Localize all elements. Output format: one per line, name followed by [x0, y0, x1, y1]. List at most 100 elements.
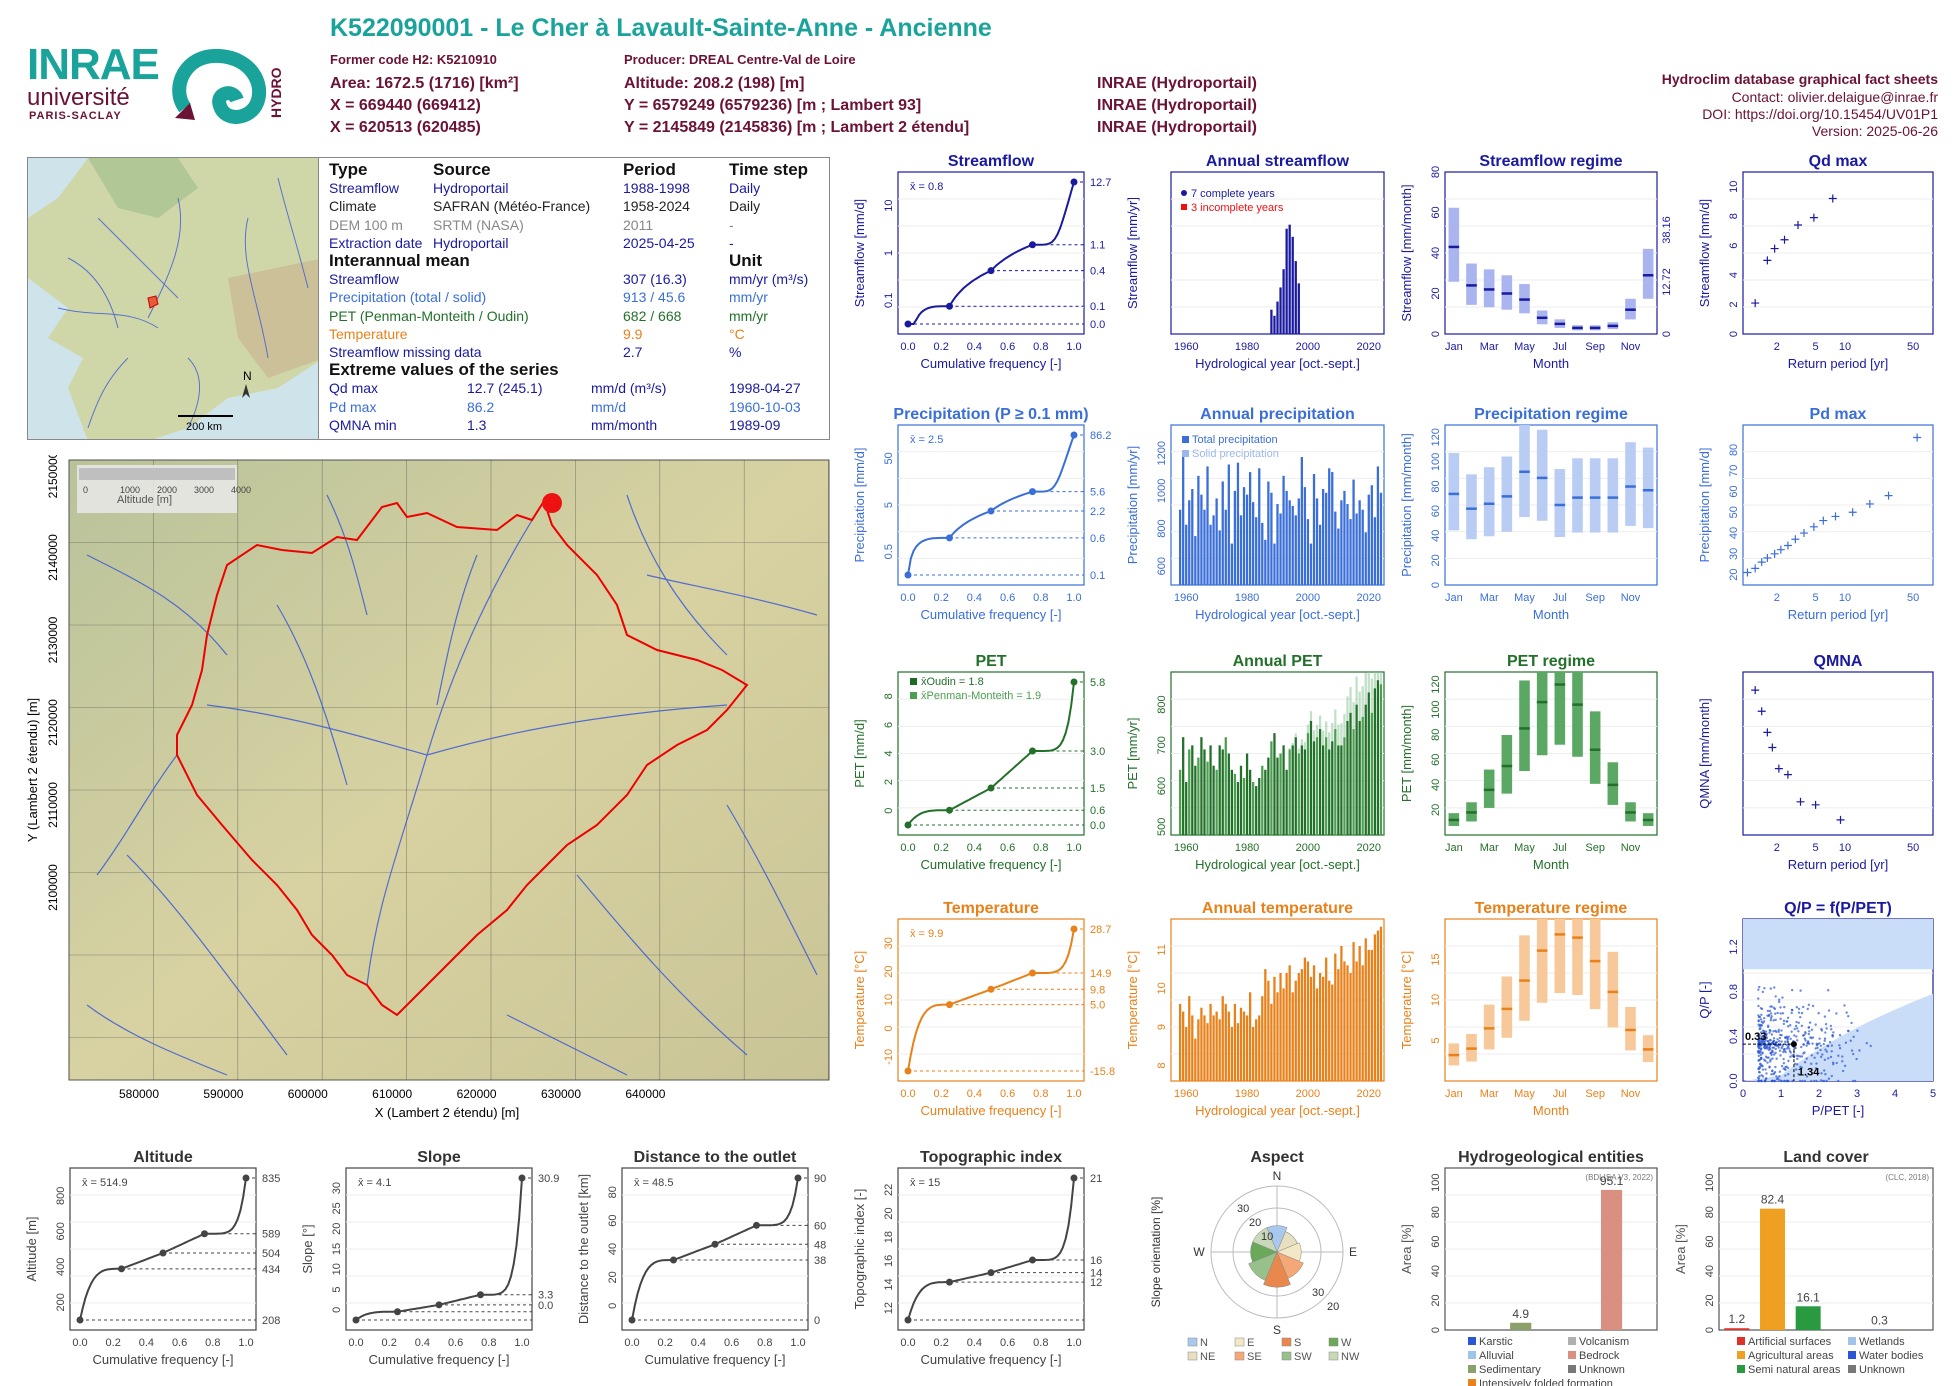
annual_precip-bar — [1227, 464, 1230, 585]
precip_regime-ytick: 100 — [1430, 453, 1442, 471]
annual_pet-bar-overlay — [1312, 730, 1316, 742]
annual_pet-bar — [1242, 777, 1246, 835]
land_cover-bar — [1724, 1328, 1750, 1330]
aspect-ring-label: 30 — [1312, 1287, 1324, 1299]
streamflow_fdc-point — [1029, 241, 1036, 249]
qp-point — [1810, 1036, 1813, 1040]
temp_fdc-point — [1029, 969, 1036, 977]
qp-point — [1772, 1030, 1775, 1033]
qp-point — [1768, 1065, 1771, 1068]
qp-point — [1793, 1034, 1796, 1037]
map-river — [86, 1004, 228, 1076]
annual_precip-bar — [1276, 504, 1279, 585]
topo_cdf-right-label: 21 — [1090, 1173, 1102, 1185]
legend-total: Total precipitation — [1192, 434, 1278, 446]
legend-total-marker — [1182, 436, 1189, 443]
pd_max-point — [1763, 553, 1772, 562]
aspect-ylabel: Slope orientation [%] — [1149, 1197, 1163, 1308]
col-period: Period — [623, 160, 676, 179]
qp-point — [1786, 1066, 1790, 1070]
streamflow_regime-xlabel: Month — [1533, 356, 1569, 371]
annual_precip-bar — [1221, 481, 1224, 585]
precip_fdc-xlabel: Cumulative frequency [-] — [921, 607, 1062, 622]
qp-point — [1799, 989, 1802, 992]
info-row: Climate SAFRAN (Météo-France) 1958-2024 Dai… — [329, 198, 761, 215]
aspect-slice — [1263, 1251, 1291, 1288]
qp-point — [1774, 1047, 1777, 1051]
qp-point — [1784, 1074, 1787, 1077]
pet_fdc-xlabel: Cumulative frequency [-] — [921, 857, 1062, 872]
annual_precip-bar — [1255, 517, 1258, 585]
annual_temp-bar — [1227, 1011, 1230, 1081]
streamflow_regime-ylabel: Streamflow [mm/month] — [1399, 184, 1414, 321]
annual_precip-bar — [1258, 468, 1261, 585]
slope_cdf-xtick: 0.6 — [448, 1337, 463, 1349]
paris-saclay-logo: PARIS-SACLAY — [29, 110, 122, 122]
land_cover-title: Land cover — [1783, 1149, 1868, 1166]
qp-point — [1852, 1035, 1855, 1039]
qp-ytick: 1.2 — [1728, 939, 1740, 954]
qp-point — [1771, 1051, 1774, 1054]
land_cover-legend-label: Agricultural areas — [1748, 1350, 1834, 1362]
annual_pet-bar — [1297, 753, 1300, 835]
q_p_pet-xlabel: P/PET [-] — [1812, 1103, 1865, 1118]
annual_streamflow-xlabel: Hydrological year [oct.-sept.] — [1195, 356, 1360, 371]
qp-point — [1794, 1046, 1797, 1050]
annual_temp-bar — [1312, 965, 1316, 1081]
qp-point — [1852, 1052, 1855, 1056]
pet_fdc-point — [987, 784, 995, 792]
annual_temp-bar — [1315, 988, 1319, 1081]
qp-ytick: 0.0 — [1728, 1073, 1740, 1088]
temp_regime-box — [1483, 1004, 1495, 1050]
annual_pet-bar — [1264, 769, 1267, 835]
annual_pet-bar — [1294, 737, 1297, 835]
annual_temp-bar — [1197, 1019, 1200, 1081]
precip_regime-ylabel: Precipitation [mm/month] — [1399, 433, 1414, 577]
annual_precip-bar — [1285, 490, 1288, 585]
pd_max-point — [1865, 499, 1874, 508]
annual_pet-bar — [1227, 753, 1230, 835]
annual_temp-bar — [1267, 980, 1270, 1081]
doi-link[interactable]: DOI: https://doi.org/10.15454/UV01P1 — [1702, 106, 1938, 122]
qmna-xtick: 50 — [1907, 842, 1919, 854]
aspect-ring-label: 10 — [1261, 1231, 1273, 1243]
qp-point — [1797, 1072, 1800, 1076]
slope_cdf-ylabel: Slope [°] — [300, 1224, 315, 1273]
pet_regime-ytick: 60 — [1430, 754, 1442, 766]
qp-point — [1757, 1050, 1760, 1053]
qp-point — [1759, 1006, 1763, 1010]
aspect-legend-swatch — [1187, 1337, 1198, 1347]
annual_temp-bar — [1248, 992, 1252, 1081]
annual_temp-bar — [1331, 984, 1334, 1081]
annual_pet-bar-overlay — [1367, 672, 1370, 693]
precip_regime-ytick: 40 — [1430, 530, 1442, 542]
annual_pet-bar — [1343, 737, 1346, 835]
pet_fdc-xtick: 0.2 — [934, 842, 949, 854]
qp-point — [1820, 1029, 1824, 1032]
annual_precip-bar — [1185, 524, 1188, 585]
annual_pet-ytick: 800 — [1156, 695, 1168, 713]
temp_regime-xtick: Jul — [1553, 1088, 1567, 1100]
annual_pet-bar — [1194, 765, 1197, 835]
land_cover-bar-label: 1.2 — [1728, 1312, 1745, 1326]
annual_temp-bar — [1288, 965, 1291, 1081]
qp-point — [1858, 1049, 1861, 1052]
annual_precip-bar — [1346, 504, 1349, 585]
qp-point — [1793, 1062, 1797, 1066]
precip_regime-xtick: Nov — [1621, 592, 1641, 604]
annual_temp-bar — [1322, 976, 1325, 1081]
topo_cdf-mean-label: x̄ = 15 — [910, 1177, 940, 1189]
pet_regime-box — [1519, 680, 1530, 772]
qp-point — [1825, 1079, 1828, 1083]
qp-point — [1815, 1079, 1818, 1083]
annual_temp-title: Annual temperature — [1202, 900, 1353, 917]
altitude_cdf-mean-label: x̄ = 514.9 — [82, 1177, 128, 1189]
qp-point — [1779, 1012, 1782, 1015]
qp-point — [1797, 1011, 1801, 1014]
basin-xtick: 590000 — [203, 1087, 243, 1101]
pd_max-point — [1884, 491, 1893, 500]
aspect-legend-swatch — [1234, 1351, 1245, 1361]
qp-point — [1777, 1030, 1780, 1033]
annual_pet-bar-overlay — [1355, 676, 1358, 705]
qp-point — [1792, 1051, 1796, 1054]
